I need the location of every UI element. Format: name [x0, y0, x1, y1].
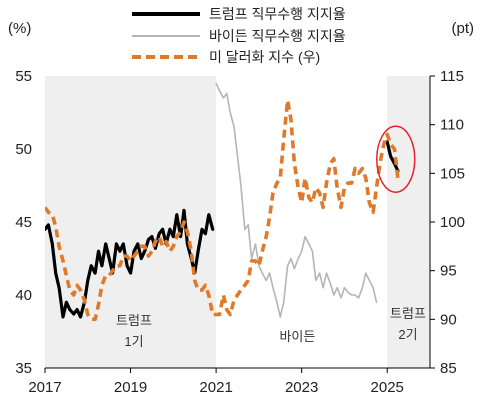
y-right-tick-label: 90: [440, 311, 457, 328]
x-ticks: 2017 2019 2021 2023 2025: [28, 368, 404, 396]
highlight-circle: [376, 125, 416, 193]
series-line-biden-approval: [215, 82, 378, 318]
period-label-trump2-line2: 2기: [398, 327, 417, 342]
period-label-trump2-line1: 트럼프: [390, 306, 426, 321]
y-left-tick-label: 55: [15, 68, 32, 85]
y-right-unit: (pt): [452, 20, 475, 37]
series-line-trump1-approval: [45, 208, 215, 319]
y-right-tick-label: 85: [440, 360, 457, 377]
y-left-unit: (%): [8, 20, 31, 37]
period-label-trump1-line2: 1기: [124, 334, 143, 349]
y-right-tick-label: 110: [440, 117, 464, 134]
y-right-tick-label: 115: [440, 68, 464, 85]
period-label-trump1-line1: 트럼프: [116, 313, 152, 328]
series-line-dollar-index: [45, 98, 400, 322]
y-left-tick-label: 35: [15, 360, 32, 377]
shaded-period-1: [45, 76, 217, 368]
y-right-tick-label: 100: [440, 214, 465, 231]
legend-label-trump: 트럼프 직무수행 지지율: [209, 6, 346, 22]
y-right-tick-label: 105: [440, 165, 465, 182]
x-tick-label: 2019: [114, 379, 147, 396]
y-right-tick-label: 95: [440, 263, 457, 280]
y-left-tick-label: 50: [15, 141, 32, 158]
legend: 트럼프 직무수행 지지율 바이든 직무수행 지지율 미 달러화 지수 (우): [132, 6, 346, 65]
y-left-ticks: 35 40 45 50 55: [15, 68, 32, 377]
annotation-biden: 바이든: [279, 329, 315, 344]
y-left-tick-label: 45: [15, 214, 32, 231]
legend-label-dollar: 미 달러화 지수 (우): [209, 49, 320, 65]
shaded-period-2: [387, 76, 430, 368]
series-lines: [45, 82, 400, 322]
legend-label-biden: 바이든 직무수행 지지율: [209, 28, 346, 44]
x-tick-label: 2017: [28, 379, 61, 396]
shaded-periods: [45, 76, 430, 368]
series-line-trump2-approval: [385, 140, 400, 173]
y-right-ticks: 85 90 95 100 105 110 115: [430, 68, 465, 377]
x-tick-label: 2023: [285, 379, 318, 396]
x-tick-label: 2025: [371, 379, 404, 396]
y-left-tick-label: 40: [15, 287, 32, 304]
x-tick-label: 2021: [199, 379, 232, 396]
